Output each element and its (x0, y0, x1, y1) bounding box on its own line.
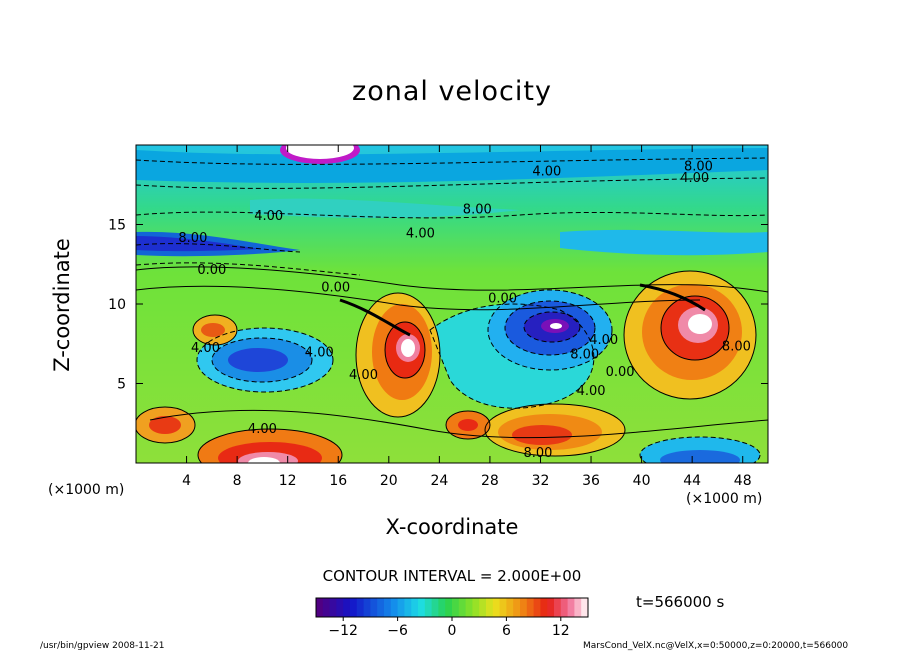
colorbar-swatch (445, 598, 453, 617)
colorbar-swatch (336, 598, 344, 617)
colorbar-swatch (540, 598, 548, 617)
colorbar-tick-label: 12 (552, 623, 570, 639)
colorbar-swatch (316, 598, 324, 617)
contour-label: 4.00 (680, 171, 709, 186)
contour-label: 8.00 (463, 203, 492, 218)
x-scale-label: (×1000 m) (686, 491, 763, 507)
colorbar-swatch (554, 598, 562, 617)
contour-label: 8.00 (722, 339, 751, 354)
colorbar-swatch (486, 598, 494, 617)
contour-label: 4.00 (349, 368, 378, 383)
y-tick-label: 10 (108, 297, 126, 313)
colorbar-swatch (472, 598, 480, 617)
contour-label: 0.00 (197, 263, 226, 278)
y-tick-label: 15 (108, 218, 126, 234)
colorbar-tick-label: −12 (328, 623, 358, 639)
colorbar-swatch (431, 598, 439, 617)
chart-title: zonal velocity (352, 76, 552, 107)
y-axis-ticks: 5 10 15 (108, 218, 768, 393)
x-tick-label: 48 (734, 473, 752, 489)
contour-label: 4.00 (305, 346, 334, 361)
colorbar-swatch (322, 598, 331, 617)
colorbar-swatch (567, 598, 575, 617)
footer-right: MarsCond_VelX.nc@VelX,x=0:50000,z=0:2000… (583, 641, 849, 651)
y-tick-label: 5 (117, 377, 126, 393)
contour-label: 4.00 (254, 209, 283, 224)
x-tick-label: 28 (481, 473, 499, 489)
y-scale-label: (×1000 m) (48, 482, 125, 498)
colorbar-swatch (397, 598, 405, 617)
colorbar-swatch (581, 598, 589, 617)
colorbar-swatch (390, 598, 399, 617)
colorbar-swatch (356, 598, 365, 617)
colorbar-swatch (574, 598, 582, 617)
colorbar-swatch (465, 598, 473, 617)
contour-label: 4.00 (191, 341, 220, 356)
colorbar-swatch (370, 598, 378, 617)
contour-label: 0.00 (488, 292, 517, 307)
colorbar-swatch (492, 598, 501, 617)
x-tick-label: 20 (380, 473, 398, 489)
colorbar-swatch (384, 598, 392, 617)
contour-label: 4.00 (248, 422, 277, 437)
colorbar-swatch (343, 598, 351, 617)
colorbar-swatch (547, 598, 555, 617)
colorbar-swatch (499, 598, 507, 617)
colorbar-swatch (438, 598, 446, 617)
time-label: t=566000 s (636, 593, 725, 611)
colorbar-tick-label: 0 (448, 623, 457, 639)
contour-label: 4.00 (532, 164, 561, 179)
contour-label: 4.00 (406, 226, 435, 241)
contour-label: 8.00 (178, 231, 207, 246)
colorbar-swatch (560, 598, 569, 617)
contour-label: 8.00 (570, 347, 599, 362)
colorbar-tick-label: −6 (387, 623, 408, 639)
colorbar-swatch (377, 598, 385, 617)
contour-label: 8.00 (684, 160, 713, 175)
colorbar-swatch (458, 598, 467, 617)
colorbar: −12 −6 0 6 12 (315, 597, 589, 639)
colorbar-tick-label: 6 (502, 623, 511, 639)
colorbar-swatch (506, 598, 514, 617)
x-tick-label: 8 (233, 473, 242, 489)
contour-interval-note: CONTOUR INTERVAL = 2.000E+00 (322, 567, 582, 585)
velocity-field: 4.00 8.004.004.00 8.004.008.000.000.000.00… (136, 145, 768, 463)
contour-label: 0.00 (606, 365, 635, 380)
contour-label: 0.00 (321, 281, 350, 296)
colorbar-swatch (533, 598, 541, 617)
x-tick-label: 40 (633, 473, 651, 489)
colorbar-swatch (404, 598, 412, 617)
x-tick-label: 32 (532, 473, 550, 489)
colorbar-swatch (424, 598, 433, 617)
x-axis-ticks: 4 8 12 16 20 24 28 32 36 40 44 48 (182, 145, 752, 489)
colorbar-swatch (329, 598, 337, 617)
x-tick-label: 44 (683, 473, 701, 489)
colorbar-swatch (411, 598, 419, 617)
colorbar-swatch (452, 598, 460, 617)
x-axis-label: X-coordinate (385, 515, 519, 539)
contour-label: 4.00 (589, 333, 618, 348)
x-tick-label: 12 (279, 473, 297, 489)
x-tick-label: 16 (329, 473, 347, 489)
colorbar-swatch (513, 598, 521, 617)
x-tick-label: 36 (582, 473, 600, 489)
contour-label: 4.00 (577, 384, 606, 399)
colorbar-swatch (479, 598, 487, 617)
x-tick-label: 24 (430, 473, 448, 489)
contour-labels: 4.00 8.004.004.00 8.004.008.000.000.000.00… (178, 160, 750, 461)
colorbar-swatch (350, 598, 358, 617)
contour-label: 8.00 (523, 446, 552, 461)
colorbar-swatch (363, 598, 371, 617)
footer-left: /usr/bin/gpview 2008-11-21 (40, 641, 165, 651)
colorbar-swatch (526, 598, 535, 617)
colorbar-swatch (520, 598, 528, 617)
x-tick-label: 4 (182, 473, 191, 489)
colorbar-swatch (418, 598, 426, 617)
